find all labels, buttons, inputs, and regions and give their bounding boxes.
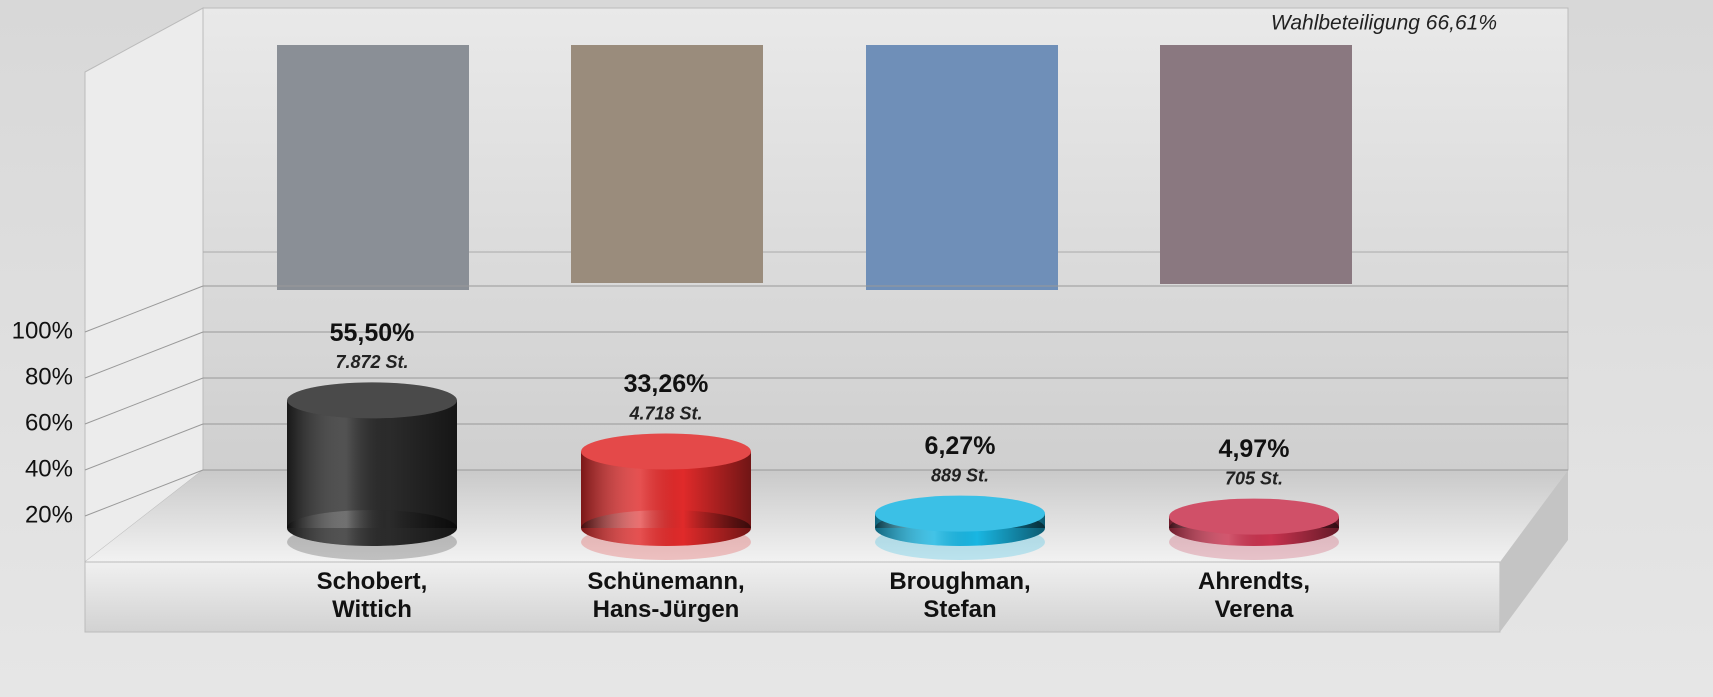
- x-tick-label: Broughman, Stefan: [875, 568, 1045, 624]
- photo: [571, 45, 763, 283]
- cylinder-part: [287, 382, 457, 418]
- annotation: Wahlbeteiligung 66,61%: [1271, 12, 1497, 35]
- cylinder: [581, 434, 751, 560]
- cylinder-part: [287, 400, 457, 528]
- y-tick-label: 60%: [25, 409, 73, 436]
- cylinder: [875, 496, 1045, 560]
- value-label: 4,97%: [1219, 435, 1290, 463]
- value-label: 33,26%: [624, 370, 709, 398]
- vote-label: 705 St.: [1225, 468, 1283, 488]
- x-tick-label: Schünemann, Hans-Jürgen: [581, 568, 751, 624]
- vote-label: 7.872 St.: [335, 352, 408, 372]
- vote-label: 4.718 St.: [628, 403, 702, 423]
- cylinder-part: [287, 510, 457, 546]
- page: Wahlbeteiligung 66,61% 20% 40% 60% 80% 100% 5…: [0, 0, 1713, 697]
- y-tick-label: 80%: [25, 363, 73, 390]
- y-tick-label: 20%: [25, 501, 73, 528]
- chart: Wahlbeteiligung 66,61% 20% 40% 60% 80% 100% 5…: [0, 0, 1713, 697]
- value-label: 55,50%: [330, 319, 415, 347]
- photo: [277, 45, 469, 290]
- side-wall: [85, 8, 203, 562]
- cylinder-part: [581, 510, 751, 546]
- x-tick-label: Schobert, Wittich: [287, 568, 457, 624]
- photo: [866, 45, 1058, 290]
- photo: [1160, 45, 1352, 284]
- cylinder-part: [581, 434, 751, 470]
- y-tick-label: 100%: [12, 317, 73, 344]
- y-tick-label: 40%: [25, 455, 73, 482]
- cylinder-part: [875, 496, 1045, 532]
- value-label: 6,27%: [925, 432, 996, 460]
- cylinder: [1169, 499, 1339, 560]
- cylinder: [287, 382, 457, 560]
- cylinder-part: [1169, 499, 1339, 535]
- x-tick-label: Ahrendts, Verena: [1169, 568, 1339, 624]
- vote-label: 889 St.: [931, 465, 989, 485]
